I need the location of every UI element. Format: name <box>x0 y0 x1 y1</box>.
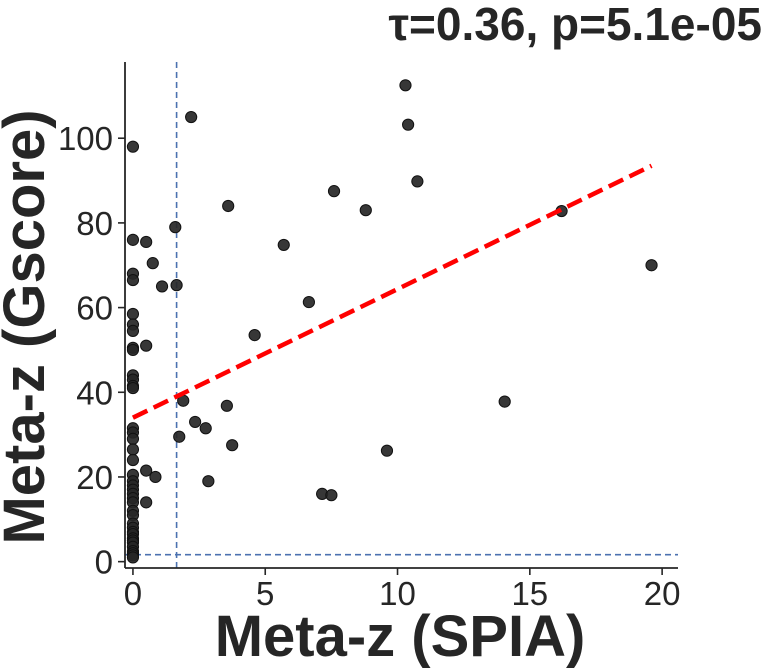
regression-line <box>131 163 653 420</box>
data-point <box>277 238 290 252</box>
data-point <box>126 551 140 564</box>
x-tick-label: 20 <box>644 575 681 612</box>
data-point <box>126 233 140 246</box>
x-tick-label: 15 <box>511 575 548 612</box>
data-point <box>173 430 186 443</box>
x-axis-label: Meta-z (SPIA) <box>215 604 586 668</box>
data-point <box>325 489 338 502</box>
data-point <box>126 443 140 456</box>
data-point <box>169 221 182 234</box>
data-point <box>645 259 658 272</box>
axes: 0 5 10 15 20 0 20 40 60 80 100 <box>58 62 681 612</box>
x-tick-label: 5 <box>256 575 274 612</box>
data-point <box>140 235 153 249</box>
data-point <box>185 110 198 124</box>
data-point <box>248 329 261 342</box>
data-point <box>402 118 415 131</box>
data-point <box>399 79 412 92</box>
data-point <box>202 475 215 488</box>
data-point <box>149 470 162 484</box>
y-tick-label: 60 <box>76 290 113 327</box>
data-point <box>498 395 511 408</box>
data-point <box>126 432 140 445</box>
data-point <box>126 381 140 395</box>
data-point <box>411 175 424 188</box>
y-tick-label: 20 <box>76 459 113 496</box>
data-point <box>140 496 153 509</box>
data-point <box>126 324 140 337</box>
regression-fit-line <box>131 163 653 420</box>
data-point <box>199 422 212 435</box>
x-tick-label: 0 <box>124 575 142 612</box>
data-point <box>140 339 153 352</box>
chart-title: τ=0.36, p=5.1e-05 <box>389 0 762 50</box>
y-axis-label: Meta-z (Gscore) <box>0 109 57 544</box>
data-point <box>146 257 159 270</box>
data-point <box>380 444 394 457</box>
data-point <box>155 280 169 293</box>
data-point <box>226 439 239 452</box>
y-tick-label: 80 <box>76 205 113 242</box>
data-points <box>126 79 658 564</box>
y-tick-label: 0 <box>95 544 113 581</box>
data-point <box>140 464 153 477</box>
data-point <box>302 295 315 309</box>
x-tick-label: 10 <box>379 575 416 612</box>
data-point <box>222 199 235 213</box>
data-point <box>327 185 341 198</box>
data-point <box>126 140 140 153</box>
data-point <box>189 415 202 429</box>
significance-threshold-lines <box>125 62 678 568</box>
data-point <box>126 343 140 357</box>
data-point <box>359 204 372 217</box>
data-point <box>126 307 140 321</box>
data-point <box>170 279 183 292</box>
y-tick-label: 100 <box>58 120 113 157</box>
data-point <box>126 453 140 467</box>
y-tick-label: 40 <box>76 374 113 411</box>
data-point <box>126 273 140 287</box>
data-point <box>220 399 233 412</box>
